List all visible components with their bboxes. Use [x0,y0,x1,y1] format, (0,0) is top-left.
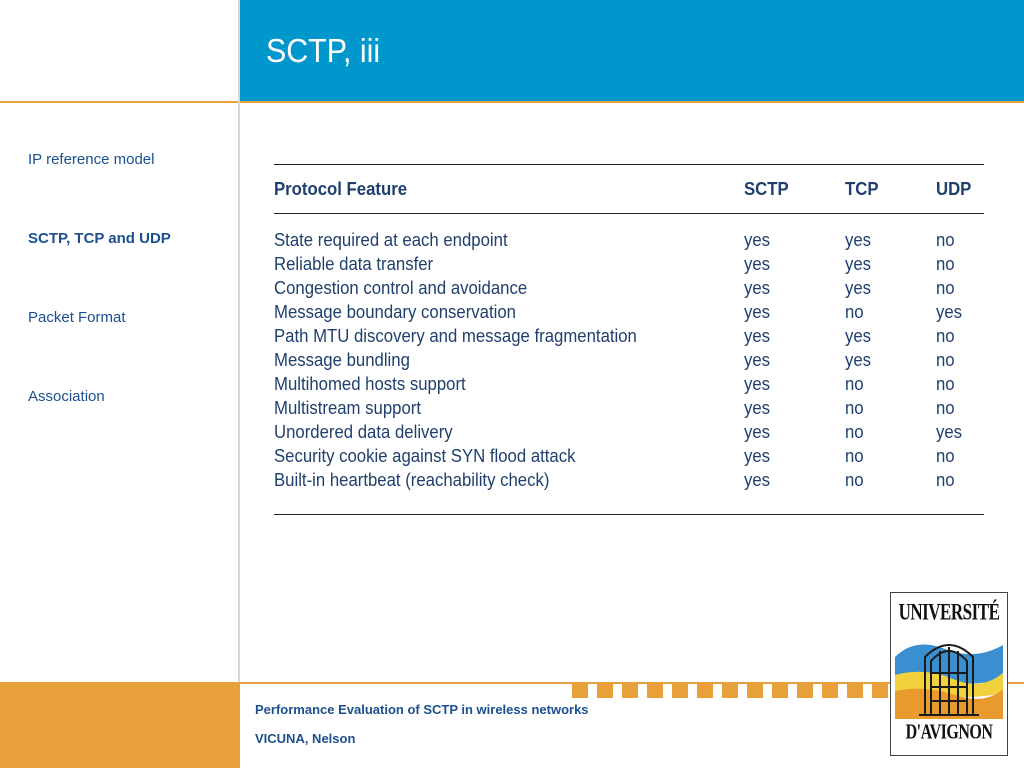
tcp-cell: no [845,470,864,490]
table-bottom-rule [274,514,984,515]
table-row: Security cookie against SYN flood attack… [274,444,984,468]
decor-square [847,684,863,698]
decor-square [872,684,888,698]
tcp-cell: no [845,302,864,322]
header-protocol-feature: Protocol Feature [274,178,408,199]
header-bar: SCTP, iii [240,0,1024,102]
decor-square [772,684,788,698]
tcp-cell: no [845,422,864,442]
table-row: Built-in heartbeat (reachability check) … [274,468,984,492]
table-row: Message boundary conservation yes no yes [274,300,984,324]
table-header-rule [274,213,984,214]
footer-author: VICUNA, Nelson [255,731,356,746]
feature-cell: Path MTU discovery and message fragmenta… [274,326,637,346]
logo-bottom-text: D'AVIGNON [905,721,993,744]
footer-presentation-title: Performance Evaluation of SCTP in wirele… [255,702,589,717]
table-row: Path MTU discovery and message fragmenta… [274,324,984,348]
udp-cell: no [936,470,955,490]
sctp-cell: yes [744,446,771,466]
sctp-cell: yes [744,230,771,250]
feature-cell: Security cookie against SYN flood attack [274,446,576,466]
sidebar-divider [238,0,240,682]
table-body: State required at each endpoint yes yes … [274,214,984,514]
feature-cell: State required at each endpoint [274,230,508,250]
feature-cell: Built-in heartbeat (reachability check) [274,470,550,490]
logo-top-text: UNIVERSITÉ [898,599,1000,625]
tcp-cell: no [845,446,864,466]
table-row: Multistream support yes no no [274,396,984,420]
feature-cell: Multistream support [274,398,421,418]
feature-cell: Message boundary conservation [274,302,516,322]
udp-cell: no [936,374,955,394]
feature-cell: Unordered data delivery [274,422,453,442]
table-header: Protocol Feature SCTP TCP UDP [274,165,984,213]
table-row: Unordered data delivery yes no yes [274,420,984,444]
table-row: State required at each endpoint yes yes … [274,228,984,252]
sctp-cell: yes [744,374,771,394]
tcp-cell: no [845,374,864,394]
tcp-cell: yes [845,230,872,250]
comparison-table: Protocol Feature SCTP TCP UDP State requ… [274,164,984,515]
sctp-cell: yes [744,470,771,490]
header-sctp: SCTP [744,178,789,199]
decor-square [672,684,688,698]
udp-cell: no [936,230,955,250]
header-underline-left [0,101,240,103]
tcp-cell: yes [845,326,872,346]
tcp-cell: no [845,398,864,418]
table-row: Reliable data transfer yes yes no [274,252,984,276]
sctp-cell: yes [744,398,771,418]
sidebar-item-packet-format[interactable]: Packet Format [28,309,126,326]
decor-square [647,684,663,698]
udp-cell: no [936,278,955,298]
sctp-cell: yes [744,326,771,346]
decor-square [697,684,713,698]
udp-cell: no [936,350,955,370]
header-underline-right [240,101,1024,103]
decor-square [622,684,638,698]
sctp-cell: yes [744,422,771,442]
university-logo: UNIVERSITÉ D'AVIGNON [890,592,1008,756]
feature-cell: Congestion control and avoidance [274,278,528,298]
tcp-cell: yes [845,254,872,274]
sidebar-item-association[interactable]: Association [28,388,105,405]
page-title: SCTP, iii [266,32,381,69]
decor-square [747,684,763,698]
udp-cell: no [936,446,955,466]
footer-line [240,682,1024,684]
tcp-cell: yes [845,278,872,298]
sidebar-item-sctp-tcp-udp[interactable]: SCTP, TCP and UDP [28,230,171,247]
decor-square [822,684,838,698]
udp-cell: no [936,398,955,418]
sctp-cell: yes [744,302,771,322]
footer-square-strip [572,684,897,698]
table-row: Message bundling yes yes no [274,348,984,372]
udp-cell: yes [936,302,963,322]
sidebar-item-ip-reference-model[interactable]: IP reference model [28,151,155,168]
footer-accent-block [0,682,240,768]
table-top-rule [274,164,984,165]
sctp-cell: yes [744,350,771,370]
decor-square [797,684,813,698]
sctp-cell: yes [744,254,771,274]
feature-cell: Reliable data transfer [274,254,434,274]
feature-cell: Message bundling [274,350,410,370]
logo-gate-icon [895,627,1003,719]
header-tcp: TCP [845,178,879,199]
table-row: Congestion control and avoidance yes yes… [274,276,984,300]
decor-square [572,684,588,698]
sidebar-nav: IP reference model SCTP, TCP and UDP Pac… [28,150,233,466]
udp-cell: no [936,254,955,274]
header-udp: UDP [936,178,972,199]
decor-square [722,684,738,698]
udp-cell: yes [936,422,963,442]
decor-square [597,684,613,698]
tcp-cell: yes [845,350,872,370]
table-row: Multihomed hosts support yes no no [274,372,984,396]
sctp-cell: yes [744,278,771,298]
feature-cell: Multihomed hosts support [274,374,466,394]
udp-cell: no [936,326,955,346]
